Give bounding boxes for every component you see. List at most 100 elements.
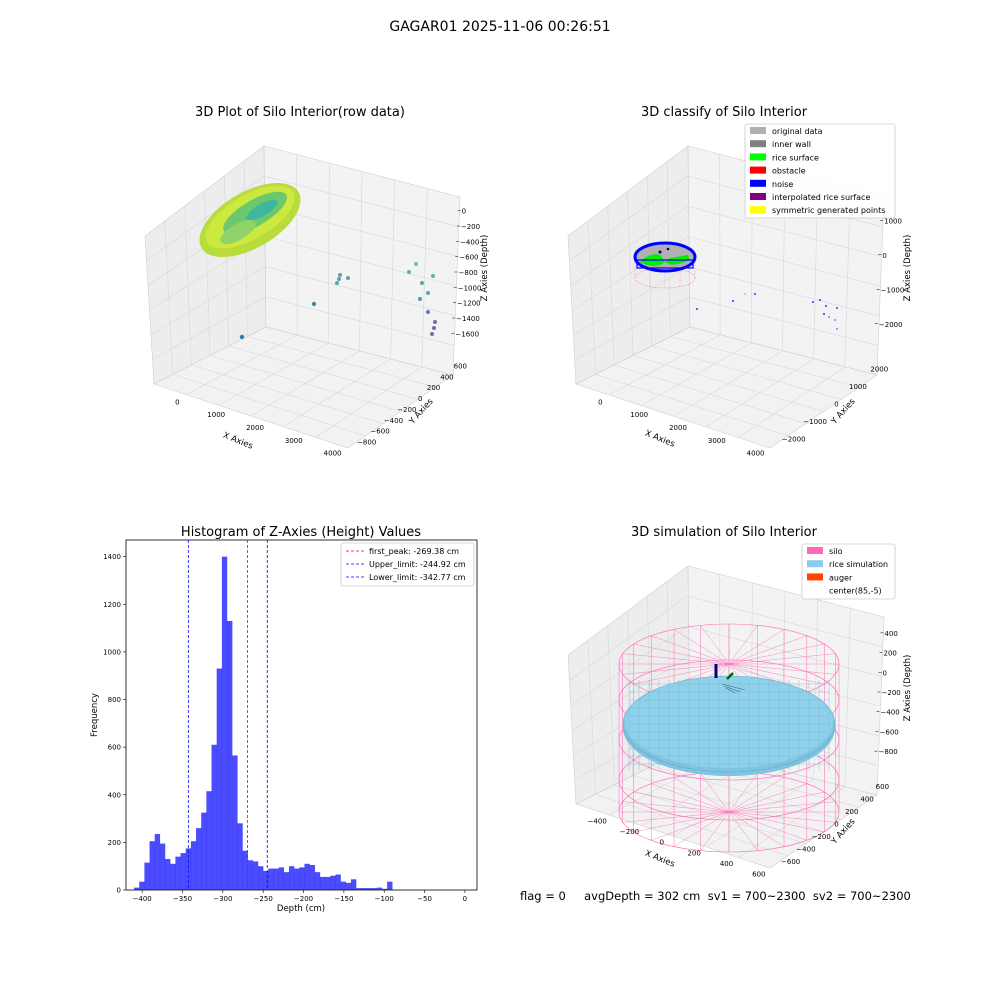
p2-x-tick: 3000 — [708, 437, 726, 445]
plot1-z-tick-labels: 0 −200 −400 −600 −800 −1000 −1200 −1400 −1600 — [451, 208, 481, 338]
plot2-legend-label: obstacle — [772, 167, 806, 176]
p4-z-tick: 400 — [885, 630, 898, 638]
hist-bar — [211, 744, 217, 890]
p2-z-tick: 0 — [882, 252, 886, 260]
hist-bar — [139, 881, 145, 890]
plot4-3d-simulation: 3D simulation of Silo Interior −400−2000… — [567, 525, 913, 879]
p4-z-tick: −200 — [882, 689, 901, 697]
plot4-auger — [714, 664, 746, 694]
hist-plot-area — [125, 539, 478, 891]
hist-bar — [335, 874, 341, 890]
hist-bar — [273, 868, 279, 890]
p1-x-tick: 3000 — [285, 437, 303, 445]
hist-bar — [159, 843, 166, 890]
p1-z-tick: −800 — [459, 269, 478, 277]
p2-x-tick: 0 — [598, 398, 602, 406]
p1-y-tick: −600 — [370, 428, 389, 436]
hist-bar — [263, 870, 269, 890]
plot2-legend-label: inner wall — [772, 140, 811, 149]
hist-bar — [361, 888, 367, 890]
plot1-gridlines — [146, 154, 459, 438]
hist-bar — [165, 859, 171, 890]
hist-y-tick: 800 — [108, 696, 121, 704]
figure-title: GAGAR01 2025-11-06 00:26:51 — [389, 19, 610, 35]
plot4-x-tick-labels: −400 −200 0 200 400 600 — [588, 817, 766, 878]
hist-legend-label: Lower_limit: -342.77 cm — [369, 573, 466, 582]
plot2-z-tick-labels: 1000 0 −1000 −2000 — [874, 217, 905, 329]
plot2-legend: original data inner wall rice surface obsta… — [744, 123, 896, 219]
hist-y-tick: 600 — [108, 744, 121, 752]
plot2-title: 3D classify of Silo Interior — [641, 105, 808, 120]
plot1-x-tick-labels: 0 1000 2000 3000 4000 — [175, 398, 341, 457]
plot1-z-label: Z Axies (Depth) — [480, 235, 490, 302]
hist-bar — [216, 668, 223, 890]
hist-bar — [304, 863, 310, 890]
plot1-3d-raw-data: 3D Plot of Silo Interior(row data) — [144, 105, 490, 458]
p1-y-tick: −800 — [357, 439, 376, 447]
p2-z-tick: 1000 — [884, 217, 902, 225]
hist-bar — [134, 887, 140, 890]
hist-bar — [314, 872, 321, 890]
plot4-legend-label: auger — [829, 573, 853, 582]
hist-bar — [185, 848, 192, 890]
hist-x-ticks: −400 −350 −300 −250 −200 −150 −100 −50 0 — [133, 890, 467, 903]
hist-bar — [237, 823, 243, 890]
plot4-legend-label: rice simulation — [829, 560, 888, 569]
p1-y-tick: −200 — [397, 406, 416, 414]
plot4-legend-swatch — [807, 547, 823, 554]
p2-x-tick: 4000 — [747, 450, 765, 458]
hist-bar — [144, 862, 150, 890]
p4-y-tick: −400 — [796, 845, 815, 853]
p1-z-tick: −600 — [459, 254, 478, 262]
p2-y-tick: 0 — [834, 401, 838, 409]
plot4-z-tick-labels: 400 200 0 −200 −400 −600 −800 — [874, 630, 901, 756]
hist-bar — [268, 868, 274, 890]
hist-bar — [252, 861, 259, 890]
plot4-legend-swatch — [807, 560, 823, 568]
hist-legend-label: Upper_limit: -244.92 cm — [369, 560, 466, 569]
hist-y-tick: 200 — [108, 839, 121, 847]
hist-bar — [170, 863, 176, 890]
p4-y-tick: 0 — [834, 821, 838, 829]
hist-bar — [190, 841, 197, 890]
plot4-rice-simulation — [622, 675, 836, 776]
hist-bar — [356, 888, 362, 890]
p4-x-tick: 200 — [687, 849, 700, 857]
plot2-legend-swatch — [750, 153, 766, 161]
p4-z-tick: 200 — [884, 650, 897, 658]
hist-bar — [294, 868, 300, 890]
p1-x-tick: 1000 — [207, 411, 225, 419]
p2-z-tick: −2000 — [879, 321, 903, 329]
hist-y-label: Frequency — [90, 693, 100, 737]
hist-bar — [149, 841, 155, 890]
p4-x-tick: −200 — [620, 828, 639, 836]
plot2-3d-classify: 3D classify of Silo Interior — [567, 105, 913, 458]
plot4-z-label: Z Axies (Depth) — [903, 655, 913, 722]
hist-title: Histogram of Z-Axies (Height) Values — [181, 525, 421, 540]
hist-x-label: Depth (cm) — [277, 904, 325, 914]
plot2-legend-swatch — [750, 166, 766, 174]
p1-y-tick: −400 — [384, 417, 403, 425]
hist-y-tick: 400 — [108, 791, 121, 799]
plot2-legend-label: symmetric generated points — [772, 206, 885, 215]
plot2-legend-swatch — [750, 193, 766, 200]
hist-x-tick: −250 — [254, 895, 273, 903]
hist-legend: first_peak: -269.38 cm Upper_limit: -244.… — [340, 542, 475, 587]
p4-z-tick: −800 — [879, 748, 898, 756]
hist-x-tick: −300 — [213, 895, 232, 903]
p2-y-tick: 2000 — [870, 366, 888, 374]
hist-bar — [340, 881, 346, 890]
plot2-x-tick-labels: 0 1000 2000 3000 4000 — [598, 398, 764, 457]
hist-bar — [232, 755, 238, 890]
hist-bar — [242, 850, 248, 890]
plot4-x-label: X Axies — [643, 849, 676, 870]
p2-y-tick: 1000 — [849, 383, 867, 391]
hist-y-tick: 0 — [117, 887, 121, 895]
p1-z-tick: −1200 — [457, 300, 481, 308]
plot1-raw-points — [199, 182, 437, 340]
p2-z-tick: −1000 — [881, 286, 905, 294]
plot4-legend-label: silo — [829, 547, 843, 556]
p2-y-tick: −1000 — [803, 418, 827, 426]
